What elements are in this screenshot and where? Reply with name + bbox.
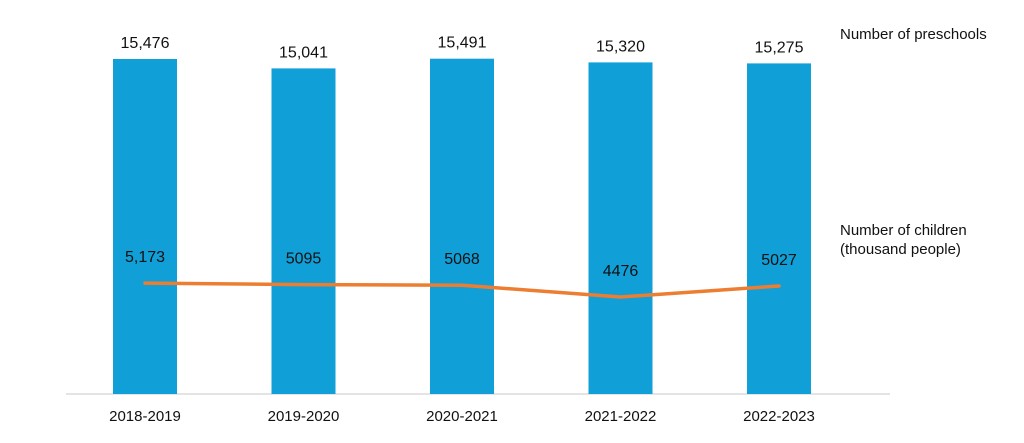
x-tick-label: 2019-2020 [268, 408, 340, 425]
x-tick-labels: 2018-2019 2019-2020 2020-2021 2021-2022 2022… [109, 408, 815, 425]
line-value-label: 5095 [286, 251, 322, 268]
x-tick-label: 2020-2021 [426, 408, 498, 425]
bar-2020-2021 [430, 58, 494, 394]
legend-preschools: Number of preschools [840, 26, 987, 43]
x-tick-label: 2018-2019 [109, 408, 181, 425]
line-value-label: 5068 [444, 251, 480, 268]
line-value-label: 5027 [761, 252, 797, 269]
bar-value-label: 15,491 [438, 35, 487, 52]
x-tick-label: 2021-2022 [585, 408, 657, 425]
bar-2019-2020 [271, 68, 336, 395]
line-series [143, 281, 781, 299]
line-value-label: 5,173 [125, 249, 165, 266]
bar-2018-2019 [113, 59, 177, 394]
bar-value-label: 15,275 [755, 39, 804, 56]
bar-value-label: 15,320 [596, 38, 645, 55]
legend-children: Number of children (thousand people) [840, 221, 967, 259]
bar-value-label: 15,476 [121, 35, 170, 52]
bar-series [113, 58, 811, 395]
bar-value-label: 15,041 [279, 44, 328, 61]
legend-children-line1: Number of children [840, 222, 967, 239]
data-labels: 15,476 5,173 15,041 5095 15,491 5068 15,320 447… [121, 35, 804, 280]
bar-2021-2022 [588, 62, 653, 395]
x-tick-label: 2022-2023 [743, 408, 815, 425]
bar-2022-2023 [747, 63, 811, 395]
legend-children-line2: (thousand people) [840, 241, 961, 258]
line-value-label: 4476 [603, 263, 639, 280]
